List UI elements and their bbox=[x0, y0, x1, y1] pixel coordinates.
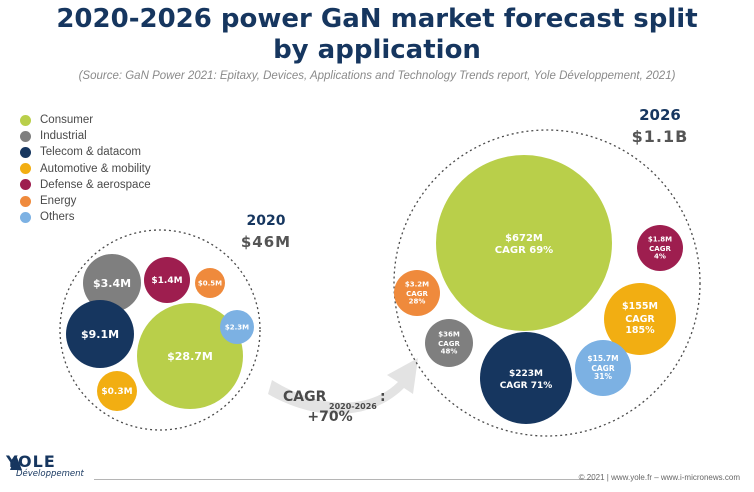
legend-item: Others bbox=[20, 209, 151, 225]
bubble-2020-others bbox=[220, 310, 254, 344]
group-total-2026: $1.1B bbox=[632, 127, 689, 146]
bubble-cagr: CAGR 69% bbox=[495, 245, 553, 256]
legend-item: Defense & aerospace bbox=[20, 177, 151, 193]
bubble-2020-automotive-mobility bbox=[97, 371, 137, 411]
bubble-cagr: CAGR 71% bbox=[500, 381, 553, 391]
bubble-label: $0.3M bbox=[101, 387, 132, 397]
bubble-label: $3.4M bbox=[93, 277, 131, 290]
legend-item: Telecom & datacom bbox=[20, 144, 151, 160]
bubble-cagr-value: 48% bbox=[441, 348, 458, 356]
group-year-2020: 2020 bbox=[247, 213, 286, 229]
bubble-2020-industrial bbox=[83, 254, 141, 312]
bubble-cagr-label: CAGR bbox=[649, 245, 671, 253]
bubble-label: $9.1M bbox=[81, 328, 119, 341]
bubble-cagr-value: 185% bbox=[625, 325, 655, 336]
bubble-label: $223M bbox=[509, 369, 543, 379]
bubble-2026-industrial bbox=[425, 319, 473, 367]
growth-cagr-label: CAGR bbox=[283, 389, 327, 405]
legend-swatch bbox=[20, 114, 31, 126]
bubble-2020-energy bbox=[195, 268, 225, 298]
copyright-text: © 2021 | www.yole.fr – www.i-micronews.c… bbox=[578, 473, 740, 482]
bubble-label: $155M bbox=[622, 301, 658, 312]
chart-title-line1: 2020-2026 power GaN market forecast spli… bbox=[56, 4, 698, 34]
bubble-label: $3.2M bbox=[405, 281, 429, 289]
legend-swatch bbox=[20, 163, 31, 175]
legend-label: Consumer bbox=[40, 114, 94, 127]
bubble-2026-consumer bbox=[436, 155, 612, 331]
growth-value: +70% bbox=[307, 409, 352, 425]
bubble-label: $36M bbox=[438, 331, 460, 339]
bubble-cagr-value: 28% bbox=[409, 298, 426, 306]
bubble-cagr-label: CAGR bbox=[625, 314, 655, 325]
group-year-2026: 2026 bbox=[639, 106, 681, 124]
growth-arrow bbox=[268, 358, 418, 414]
bubble-2020-telecom-datacom bbox=[66, 300, 134, 368]
chart-title: 2020-2026 power GaN market forecast spli… bbox=[0, 4, 754, 66]
legend-label: Others bbox=[40, 211, 75, 224]
group-outline-2020 bbox=[59, 229, 261, 431]
footer-divider bbox=[94, 479, 594, 480]
legend-item: Industrial bbox=[20, 128, 151, 144]
group-outline-2026 bbox=[393, 129, 701, 437]
bubble-2020-defense-aerospace bbox=[144, 257, 190, 303]
growth-period: 2020-2026 bbox=[329, 402, 377, 411]
legend-swatch bbox=[20, 146, 31, 158]
legend-label: Defense & aerospace bbox=[40, 178, 151, 191]
logo-subtitle: Développement bbox=[16, 469, 84, 479]
legend-label: Industrial bbox=[40, 130, 87, 143]
bubble-label: $1.4M bbox=[151, 276, 182, 286]
bubble-cagr-value: 4% bbox=[654, 253, 666, 261]
yole-logo: YOLE Développement bbox=[6, 452, 84, 479]
growth-colon: : bbox=[380, 389, 386, 405]
legend-label: Telecom & datacom bbox=[40, 146, 141, 159]
bubble-label: $2.3M bbox=[225, 324, 249, 332]
legend-label: Automotive & mobility bbox=[40, 162, 151, 175]
legend-item: Automotive & mobility bbox=[20, 161, 151, 177]
bubble-cagr-label: CAGR bbox=[591, 364, 614, 373]
bubble-label: $0.5M bbox=[198, 280, 222, 288]
bubble-label: $15.7M bbox=[587, 354, 618, 363]
legend: Consumer Industrial Telecom & datacom Autom… bbox=[20, 112, 151, 225]
bubble-2026-telecom-datacom bbox=[480, 332, 572, 424]
legend-swatch bbox=[20, 179, 31, 191]
group-total-2020: $46M bbox=[241, 233, 291, 251]
bubble-2026-defense-aerospace bbox=[637, 225, 683, 271]
source-note: (Source: GaN Power 2021: Epitaxy, Device… bbox=[78, 70, 676, 82]
legend-item: Consumer bbox=[20, 112, 151, 128]
bubble-label: $28.7M bbox=[167, 350, 213, 363]
bubble-2026-energy bbox=[394, 270, 440, 316]
bubble-2026-automotive-mobility bbox=[604, 283, 676, 355]
bubble-2026-others bbox=[575, 340, 631, 396]
bubble-2020-consumer bbox=[137, 303, 243, 409]
legend-label: Energy bbox=[40, 195, 77, 208]
bubble-label: $1.8M bbox=[648, 236, 672, 244]
legend-swatch bbox=[20, 211, 31, 223]
logo-wordmark: YOLE bbox=[6, 452, 56, 471]
logo-mark-icon bbox=[10, 455, 22, 470]
bubble-cagr-label: CAGR bbox=[438, 340, 460, 348]
bubble-label: $672M bbox=[505, 233, 543, 244]
bubble-cagr-value: 31% bbox=[594, 372, 612, 381]
chart-title-line2: by application bbox=[273, 35, 481, 65]
legend-item: Energy bbox=[20, 193, 151, 209]
legend-swatch bbox=[20, 195, 31, 207]
bubble-cagr-label: CAGR bbox=[406, 290, 428, 298]
legend-swatch bbox=[20, 130, 31, 142]
